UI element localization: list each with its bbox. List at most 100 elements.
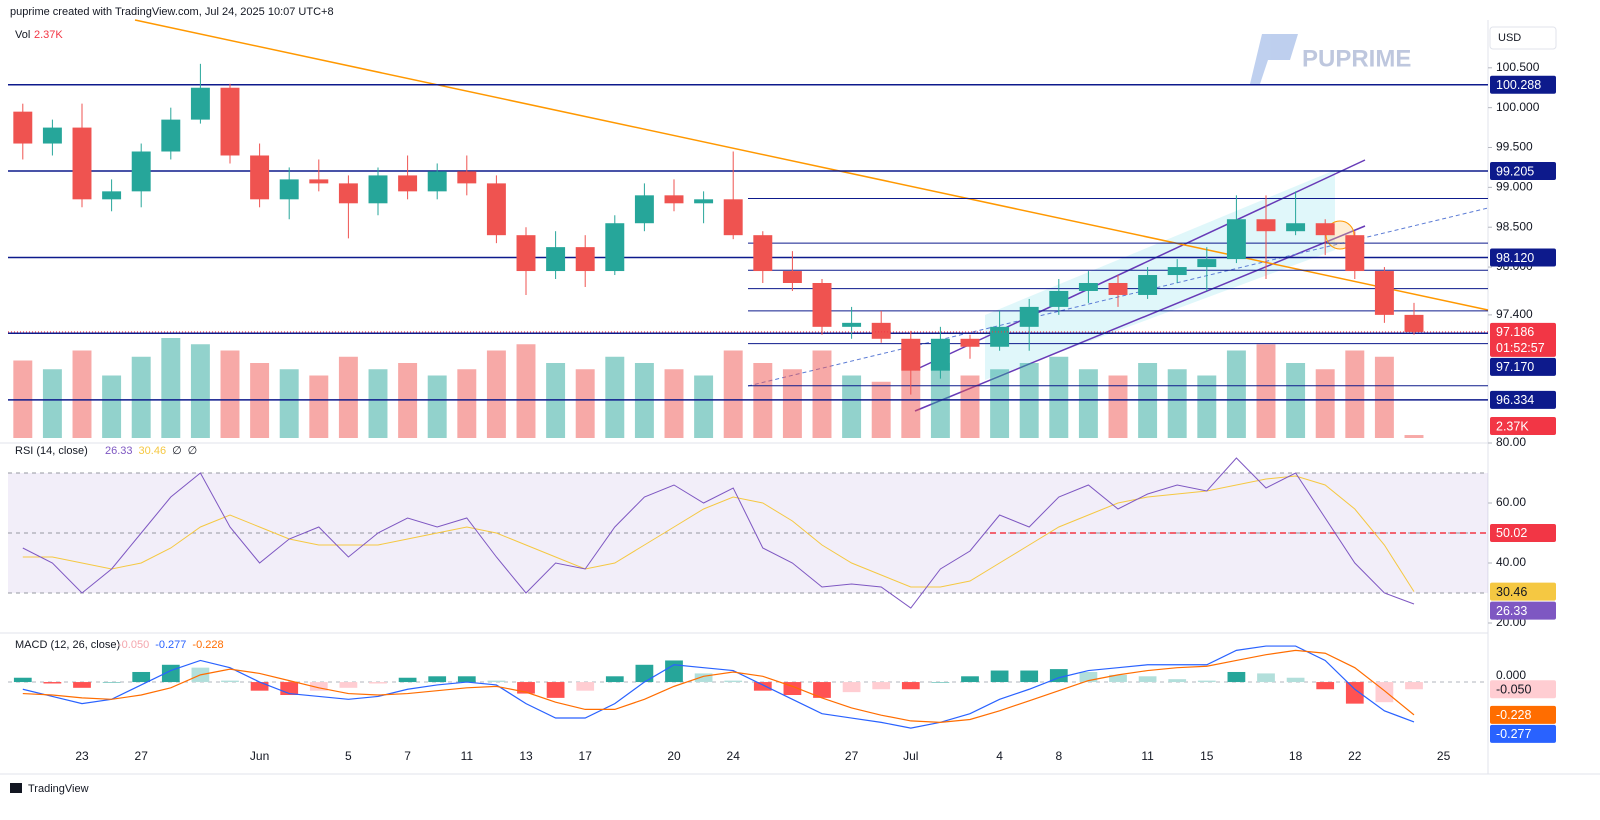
x-tick-label: 20 xyxy=(667,749,681,763)
candle-body xyxy=(398,175,418,192)
candle-body xyxy=(1374,271,1394,315)
macd-title: MACD (12, 26, close) xyxy=(15,639,120,651)
macd-value: -0.050 xyxy=(118,639,149,651)
rsi-line xyxy=(22,457,1415,609)
volume-bar xyxy=(990,369,1010,438)
macd-histogram-bar xyxy=(1079,671,1098,683)
x-tick-label: Jul xyxy=(903,749,918,763)
volume-bar xyxy=(1374,356,1394,438)
rsi-value: 30.46 xyxy=(139,445,167,457)
volume-label: 2.37K xyxy=(1496,419,1529,433)
volume-bar xyxy=(516,344,536,438)
macd-histogram-bar xyxy=(1020,670,1039,683)
macd-histogram-bar xyxy=(398,677,417,683)
currency: USD xyxy=(1498,32,1521,44)
candle-body xyxy=(102,191,122,200)
macd-histogram-bar xyxy=(753,682,772,691)
current-price: 97.186 xyxy=(1496,325,1534,339)
candle-body xyxy=(1167,267,1187,276)
x-tick-label: 11 xyxy=(461,749,474,763)
x-tick-label: 8 xyxy=(1055,749,1062,763)
rsi-line xyxy=(22,475,1415,592)
volume-bar xyxy=(1078,369,1098,438)
volume-bar xyxy=(1108,375,1128,438)
volume-bar xyxy=(1167,369,1187,438)
macd-histogram-bar xyxy=(901,682,920,690)
macd-histogram-bar xyxy=(73,682,91,688)
level-label-box xyxy=(1490,357,1556,376)
macd-value: -0.277 xyxy=(155,639,186,651)
macd-histogram-bar xyxy=(102,682,121,683)
x-tick-label: 4 xyxy=(996,749,1003,763)
macd-histogram-bar xyxy=(428,676,447,683)
volume-bar xyxy=(427,375,447,438)
x-tick-label: 25 xyxy=(1437,749,1451,763)
volume-last: 2.37K xyxy=(34,29,63,41)
y-tick-label: 97.400 xyxy=(1496,307,1533,321)
volume-bar xyxy=(486,350,506,438)
macd-histogram-bar xyxy=(1286,677,1305,683)
volume-bar xyxy=(812,350,832,438)
macd-histogram-bar xyxy=(961,676,979,683)
macd-histogram-bar xyxy=(517,682,535,694)
volume-bar xyxy=(102,375,122,438)
volume-bar xyxy=(1256,344,1276,438)
candle-body xyxy=(901,338,921,371)
macd-last-label: -0.228 xyxy=(1496,708,1531,722)
volume-bar xyxy=(368,369,388,438)
macd-histogram-bar xyxy=(1049,669,1068,683)
candle-body xyxy=(161,119,181,152)
current-price-box xyxy=(1490,322,1556,357)
volume-bar xyxy=(1315,369,1335,438)
candle-body xyxy=(812,282,832,327)
candle-body xyxy=(753,235,773,272)
volume-bar xyxy=(1226,350,1246,438)
y-tick-label: 98.500 xyxy=(1496,219,1533,233)
candle-body xyxy=(1226,219,1246,260)
macd-histogram-bar xyxy=(694,673,713,683)
rsi-extra: ∅ xyxy=(188,445,198,457)
macd-histogram-bar xyxy=(309,682,328,691)
candle-body xyxy=(546,247,566,272)
volume-bar xyxy=(960,375,980,438)
candle-body xyxy=(1256,219,1276,232)
volume-bar xyxy=(782,369,802,438)
rsi-last-label: 30.46 xyxy=(1496,585,1527,599)
macd-histogram-bar xyxy=(457,676,476,683)
level-label: 96.334 xyxy=(1496,393,1534,407)
x-tick-label: 22 xyxy=(1348,749,1362,763)
volume-bar xyxy=(1345,350,1365,438)
macd-histogram-bar xyxy=(665,660,683,683)
macd-histogram-bar xyxy=(872,682,891,690)
y-tick-label: 100.500 xyxy=(1496,60,1540,74)
candle-body xyxy=(1078,282,1098,291)
candle-body xyxy=(220,87,240,156)
candle-body xyxy=(368,175,388,204)
macd-histogram-bar xyxy=(635,664,654,683)
macd-histogram-bar xyxy=(43,682,62,684)
macd-histogram-bar xyxy=(1345,682,1364,704)
footer-text: TradingView xyxy=(28,783,89,795)
x-tick-label: Jun xyxy=(250,749,269,763)
candle-body xyxy=(427,171,447,192)
rsi-extra: ∅ xyxy=(172,445,182,457)
channel-fill xyxy=(985,170,1335,380)
level-label: 99.205 xyxy=(1496,164,1534,178)
y-tick-label: 80.00 xyxy=(1496,435,1526,449)
candle-body xyxy=(1138,275,1158,295)
x-tick-label: 13 xyxy=(519,749,533,763)
level-label-box xyxy=(1490,75,1556,94)
macd-histogram-bar xyxy=(221,680,239,683)
y-tick-label: 99.000 xyxy=(1496,180,1533,194)
level-label-box xyxy=(1490,162,1556,181)
candle-body xyxy=(575,247,595,272)
macd-value: -0.228 xyxy=(192,639,223,651)
footer-icon xyxy=(10,783,22,793)
macd-histogram-bar xyxy=(13,677,32,683)
candle-body xyxy=(871,322,891,339)
candle-body xyxy=(486,183,506,236)
level-label: 97.170 xyxy=(1496,360,1534,374)
candle-body xyxy=(782,271,802,283)
level-label: 98.120 xyxy=(1496,251,1534,265)
